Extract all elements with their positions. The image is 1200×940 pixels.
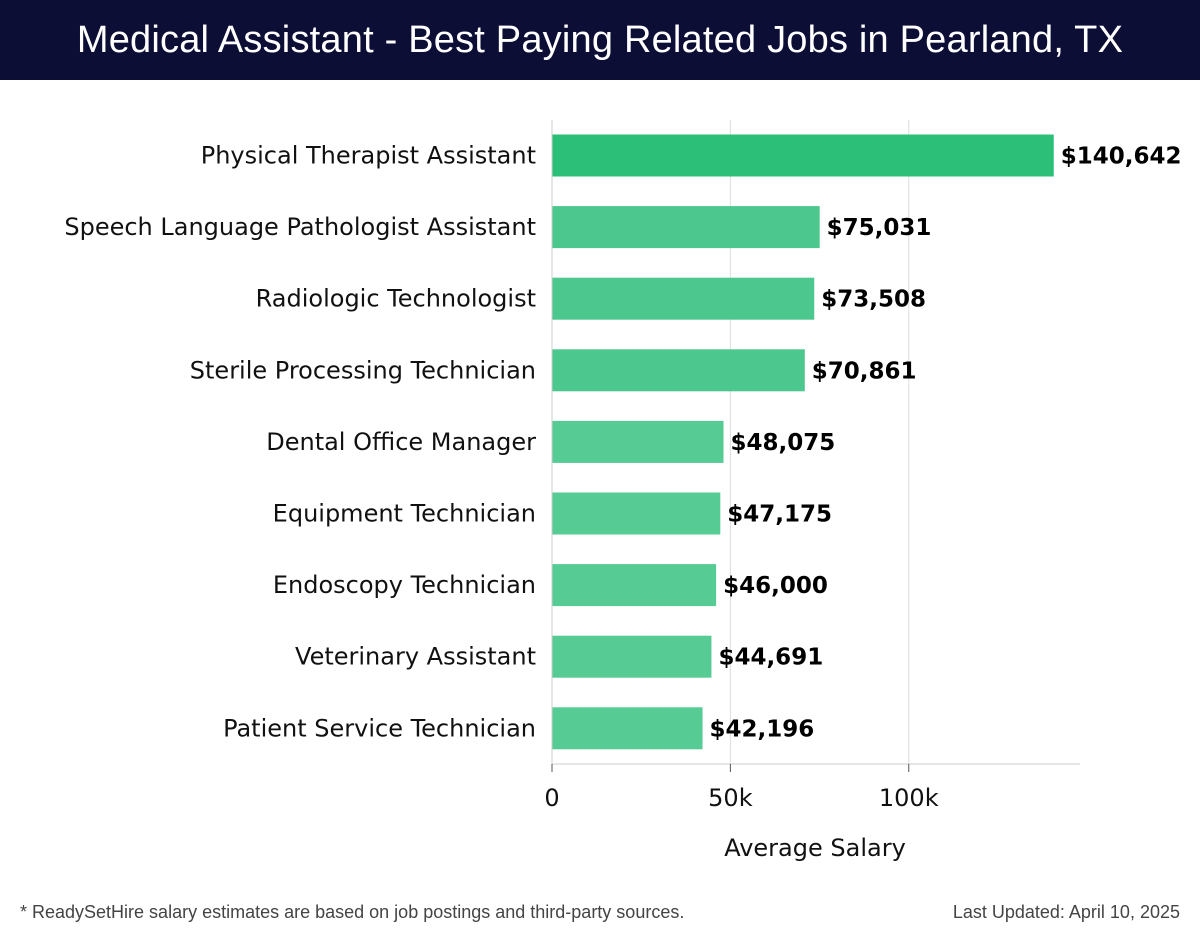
bar[interactable] (552, 277, 815, 320)
chart-header: Medical Assistant - Best Paying Related … (0, 0, 1200, 80)
bar[interactable] (552, 134, 1054, 177)
category-label: Physical Therapist Assistant (201, 142, 536, 170)
value-label: $75,031 (827, 215, 932, 241)
bar[interactable] (552, 206, 820, 249)
axes: 0 50k 100k (544, 120, 1080, 812)
category-label: Equipment Technician (273, 500, 536, 528)
x-tick-label: 50k (708, 784, 753, 812)
bar[interactable] (552, 564, 717, 607)
x-tick-label: 0 (544, 784, 559, 812)
bar[interactable] (552, 349, 805, 392)
x-tick-label: 100k (879, 784, 939, 812)
category-label: Dental Office Manager (266, 428, 536, 456)
bar[interactable] (552, 492, 721, 535)
bar[interactable] (552, 707, 703, 750)
category-label: Sterile Processing Technician (190, 356, 536, 384)
value-label: $44,691 (718, 645, 823, 671)
value-label: $47,175 (727, 502, 832, 528)
value-label: $73,508 (821, 287, 926, 313)
value-label: $70,861 (812, 358, 917, 384)
bars: Physical Therapist Assistant $140,642 Spee… (64, 134, 1182, 750)
bar[interactable] (552, 635, 712, 678)
bar[interactable] (552, 420, 724, 463)
footnote: * ReadySetHire salary estimates are base… (20, 902, 685, 922)
category-label: Endoscopy Technician (273, 571, 536, 599)
salary-bar-chart: Physical Therapist Assistant $140,642 Spee… (64, 120, 1182, 862)
x-axis-label: Average Salary (724, 834, 906, 862)
value-label: $46,000 (723, 573, 828, 599)
category-label: Speech Language Pathologist Assistant (64, 213, 536, 241)
last-updated: Last Updated: April 10, 2025 (952, 902, 1180, 922)
chart-title: Medical Assistant - Best Paying Related … (76, 18, 1124, 61)
value-label: $42,196 (710, 716, 815, 742)
value-label: $140,642 (1061, 144, 1182, 170)
category-label: Radiologic Technologist (256, 285, 536, 313)
category-label: Patient Service Technician (223, 714, 536, 742)
value-label: $48,075 (731, 430, 836, 456)
category-label: Veterinary Assistant (295, 643, 536, 671)
